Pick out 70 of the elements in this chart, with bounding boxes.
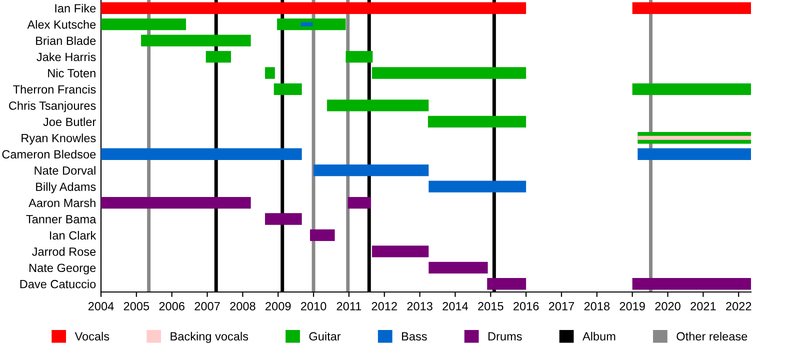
x-tick-label: 2017 xyxy=(548,302,574,310)
x-tick-label: 2020 xyxy=(655,302,680,310)
x-tick-label: 2010 xyxy=(301,302,326,310)
y-tick-label: Jarrod Rose xyxy=(32,247,96,256)
x-tick-label: 2006 xyxy=(159,302,184,310)
bar xyxy=(346,50,373,63)
y-tick-label: Dave Catuccio xyxy=(20,280,96,288)
x-tick-label: 2014 xyxy=(442,302,468,310)
y-tick-label: Joe Butler xyxy=(43,117,96,126)
y-tick-label: Ian Clark xyxy=(50,230,96,240)
x-tick-label: 2012 xyxy=(372,302,397,310)
bar xyxy=(206,50,231,63)
legend-label: Guitar xyxy=(309,332,341,341)
x-tick-label: 2021 xyxy=(690,302,716,310)
bar xyxy=(314,164,429,176)
bar xyxy=(141,34,251,46)
y-tick-label: Alex Kutsche xyxy=(27,20,96,29)
bar xyxy=(638,136,751,140)
x-tick-label: 2008 xyxy=(230,302,256,310)
y-tick-label: Ryan Knowles xyxy=(22,134,96,145)
y-tick-label: Cameron Bledsoe xyxy=(2,150,96,159)
bar xyxy=(632,83,751,96)
bar xyxy=(101,18,186,30)
bar xyxy=(274,83,302,96)
y-tick-label: Nate Dorval xyxy=(34,166,96,175)
legend-label: Bass xyxy=(402,332,427,341)
y-tick-label: Chris Tsanjoures xyxy=(9,101,96,112)
y-tick-label: Jake Harris xyxy=(36,52,96,62)
bar xyxy=(428,180,526,192)
y-tick-label: Tanner Bama xyxy=(26,215,96,224)
bar xyxy=(265,67,275,79)
bar xyxy=(428,262,488,274)
bar xyxy=(372,67,526,79)
x-tick-label: 2018 xyxy=(584,302,610,310)
y-tick-label: Billy Adams xyxy=(36,182,96,194)
bar xyxy=(101,196,251,209)
y-tick-label: Nic Toten xyxy=(48,68,96,78)
bar xyxy=(487,278,526,290)
bar xyxy=(632,2,751,14)
legend-label: Backing vocals xyxy=(170,332,248,343)
y-tick-label: Brian Blade xyxy=(36,36,96,45)
x-tick-label: 2004 xyxy=(88,302,114,310)
x-tick-label: 2019 xyxy=(620,302,645,310)
bar xyxy=(348,196,371,209)
y-tick-label: Therron Francis xyxy=(13,84,96,94)
bar xyxy=(372,246,429,258)
legend-label: Album xyxy=(582,332,616,341)
bar xyxy=(277,18,346,30)
bar xyxy=(326,100,429,112)
y-tick-label: Nate George xyxy=(30,264,96,274)
legend-label: Drums xyxy=(488,332,522,341)
bar xyxy=(101,148,302,160)
bar xyxy=(632,278,751,290)
x-tick-label: 2013 xyxy=(407,302,432,310)
bar xyxy=(428,116,526,128)
bar xyxy=(101,2,526,14)
bar xyxy=(638,148,751,160)
legend-label: Other release xyxy=(676,332,748,341)
x-tick-label: 2005 xyxy=(124,302,150,310)
legend-label: Vocals xyxy=(74,332,110,341)
y-tick-label: Aaron Marsh xyxy=(28,198,96,208)
x-tick-label: 2016 xyxy=(514,302,539,310)
x-tick-label: 2022 xyxy=(726,302,752,310)
x-tick-label: 2009 xyxy=(266,302,291,310)
x-tick-label: 2007 xyxy=(194,302,220,310)
x-tick-label: 2015 xyxy=(478,302,504,310)
y-tick-label: Ian Fike xyxy=(55,4,96,13)
x-tick-label: 2011 xyxy=(336,302,362,310)
bar xyxy=(310,229,335,242)
bar xyxy=(265,213,302,225)
